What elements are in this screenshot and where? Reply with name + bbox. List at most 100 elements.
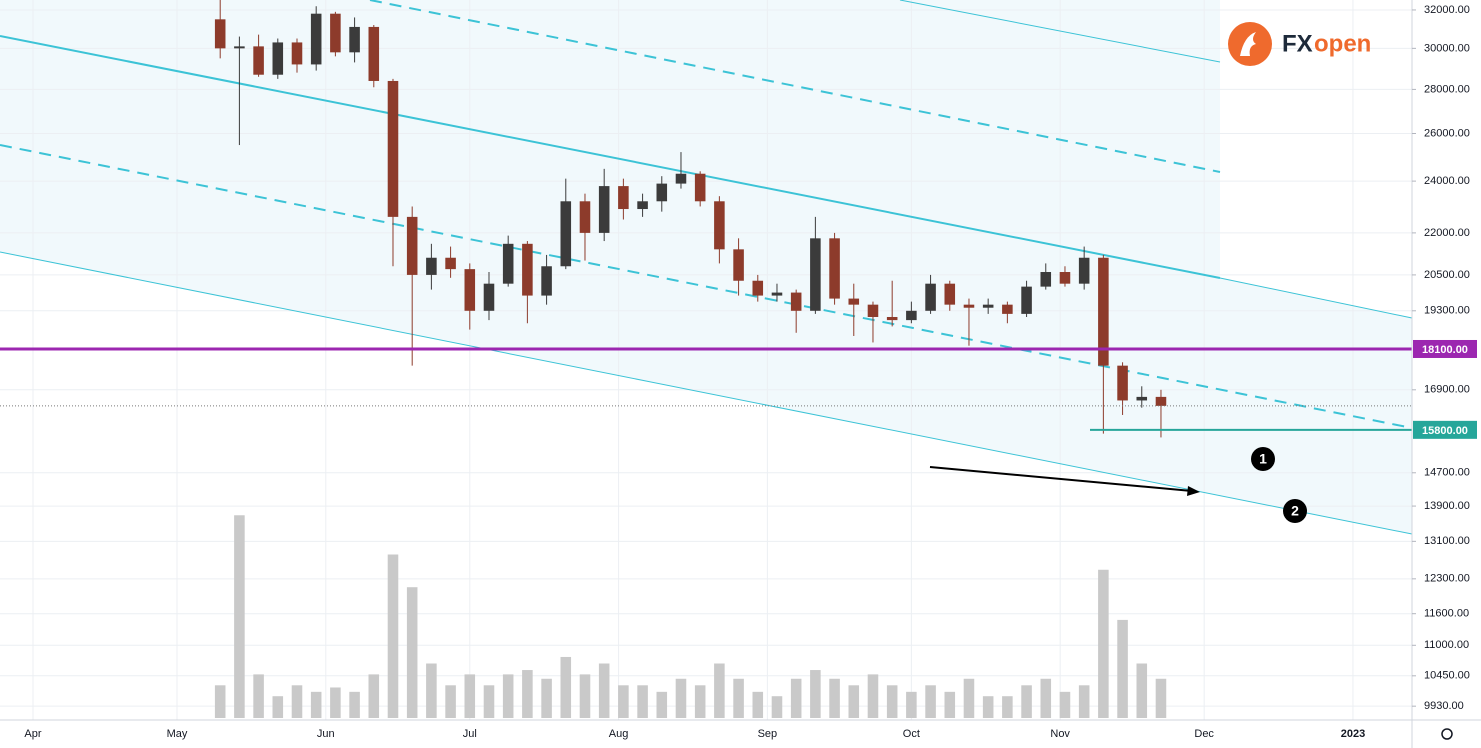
level-label: 15800.00 (1422, 425, 1468, 437)
volume-bar (1021, 685, 1032, 718)
settings[interactable] (1441, 728, 1453, 740)
x-tick-label: May (167, 728, 188, 740)
settings-icon[interactable] (1441, 728, 1453, 740)
volume-bar (349, 691, 360, 718)
candle-body (618, 186, 629, 210)
marker-label: 2 (1291, 503, 1299, 519)
candle-body (426, 257, 437, 275)
candle-body (829, 238, 840, 299)
logo-open: open (1314, 30, 1371, 57)
price-axis (1412, 0, 1481, 748)
axis: Apr May Jun Jul Aug Sep Oct Nov Dec 2023 32000.00 3… (24, 4, 1477, 740)
logo-fx: FX (1282, 30, 1313, 57)
y-tick-label: 9930.00 (1424, 700, 1464, 712)
x-tick-label: 2023 (1341, 728, 1365, 740)
x-tick-label: Apr (24, 728, 41, 740)
candle-body (867, 304, 879, 317)
x-tick-label: Aug (609, 728, 629, 740)
volume-bar (656, 691, 668, 718)
candle-body (637, 201, 648, 210)
y-tick-label: 19300.00 (1424, 305, 1470, 317)
candle-body (1078, 257, 1090, 284)
candle-body (925, 283, 936, 311)
volume-bar (310, 691, 322, 718)
volume-bar (291, 685, 303, 718)
candle-body (387, 80, 399, 217)
candle-body (694, 173, 706, 202)
candle-body (522, 243, 533, 296)
volume-bar (406, 587, 418, 718)
candle-body (1136, 396, 1148, 401)
candle-body (982, 304, 994, 308)
volume-bar (598, 663, 610, 718)
y-tick-label: 22000.00 (1424, 227, 1470, 239)
volume-bar (483, 685, 495, 718)
volume-bar (790, 678, 802, 718)
volume-bar (733, 678, 744, 718)
x-tick-label: Jun (317, 728, 335, 740)
volume-bar (1078, 685, 1090, 718)
volume-bar (886, 685, 898, 718)
candle-body (253, 46, 264, 75)
y-tick-label: 14700.00 (1424, 467, 1470, 479)
volume-bar (330, 687, 341, 718)
volume (214, 515, 1167, 718)
y-tick-label: 10450.00 (1424, 670, 1470, 682)
volume-bar (522, 670, 533, 718)
volume-bar (464, 674, 476, 718)
candle-body (234, 46, 245, 49)
candle-body (714, 201, 725, 250)
candle-body (406, 216, 418, 275)
logo-dragon (1240, 32, 1256, 56)
y-tick-label: 11000.00 (1424, 639, 1469, 651)
candle-body (349, 26, 360, 53)
volume-bar (637, 685, 648, 718)
candle-body (330, 13, 341, 53)
volume-bar (1040, 678, 1052, 718)
candle-body (579, 201, 591, 233)
y-tick-label: 30000.00 (1424, 42, 1470, 54)
y-tick-label: 28000.00 (1424, 83, 1470, 95)
y-tick-label: 11600.00 (1424, 608, 1469, 620)
level-label: 18100.00 (1422, 344, 1468, 356)
channel-line (1219, 277, 1413, 319)
volume-bar (541, 678, 552, 718)
candle-body (752, 280, 764, 296)
volume-bar (1098, 569, 1109, 718)
logo: FX open (1228, 22, 1371, 66)
y-tick-label: 13900.00 (1424, 500, 1470, 512)
volume-bar (963, 678, 975, 718)
y-tick-label: 26000.00 (1424, 127, 1470, 139)
volume-bar (906, 691, 917, 718)
candle-body (502, 243, 514, 284)
volume-bar (1002, 696, 1013, 718)
volume-bar (272, 696, 284, 718)
volume-bar (1155, 678, 1167, 718)
volume-bar (675, 678, 687, 718)
arrow (929, 466, 1193, 492)
candle-body (790, 292, 802, 311)
volume-bar (502, 674, 514, 718)
y-tick-label: 32000.00 (1424, 4, 1470, 16)
candle-body (214, 19, 226, 49)
candle-body (541, 266, 552, 296)
y-tick-label: 16900.00 (1424, 384, 1470, 396)
candle-body (810, 238, 821, 311)
candle-body (1002, 304, 1013, 314)
volume-bar (368, 674, 380, 718)
candle-body (272, 42, 284, 75)
level-label-box (1413, 339, 1477, 358)
channel-fill (0, 0, 1412, 534)
volume-bar (694, 685, 706, 718)
x-tick-label: Oct (903, 728, 920, 740)
volume-bar (771, 696, 783, 718)
volume-bar (829, 678, 840, 718)
candle-body (675, 173, 687, 184)
candle-body (445, 257, 456, 270)
drawings (0, 0, 1413, 535)
candle-body (886, 316, 898, 321)
level-label-box (1413, 420, 1477, 439)
volume-bar (253, 674, 264, 718)
